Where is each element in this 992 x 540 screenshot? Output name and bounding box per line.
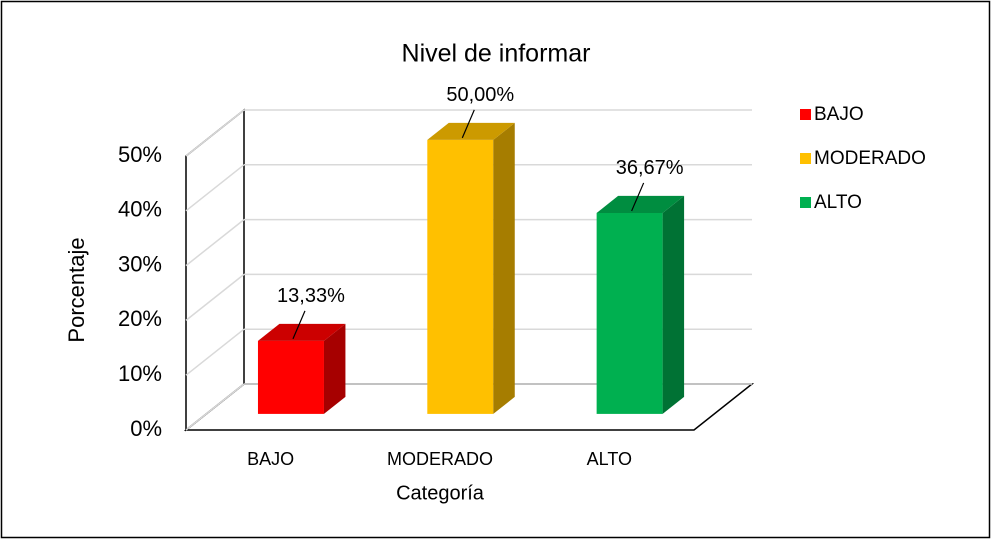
chart-title: Nivel de informar <box>402 40 591 68</box>
grid-line <box>185 328 245 376</box>
grid-line <box>185 383 245 431</box>
bar-side <box>662 195 685 414</box>
y-tick-label: 0% <box>130 416 162 441</box>
leader-line <box>631 182 645 212</box>
bar-side <box>493 122 515 414</box>
grid-line <box>185 219 245 267</box>
bar-top <box>257 323 346 341</box>
bar-side <box>323 323 346 414</box>
legend-label: BAJO <box>814 104 864 125</box>
legend-swatch <box>800 109 811 120</box>
x-axis-label: Categoría <box>396 482 485 504</box>
bar <box>596 212 663 414</box>
legend-label: MODERADO <box>814 148 926 169</box>
data-label: 50,00% <box>446 84 514 106</box>
y-axis-label: Porcentaje <box>64 237 89 342</box>
legend-swatch <box>800 197 811 208</box>
x-tick-label: MODERADO <box>387 449 493 469</box>
side-wall <box>185 108 245 432</box>
bar-top <box>596 195 685 213</box>
y-tick-label: 50% <box>118 142 162 167</box>
bar <box>427 139 494 414</box>
grid-line <box>185 273 245 321</box>
leader-line <box>292 310 306 340</box>
x-tick-label: ALTO <box>587 449 632 469</box>
grid-line <box>185 109 245 157</box>
y-tick-label: 30% <box>118 251 162 276</box>
data-label: 36,67% <box>616 157 684 179</box>
x-tick-label: BAJO <box>247 449 294 469</box>
data-label: 13,33% <box>277 285 345 307</box>
y-tick-label: 20% <box>118 306 162 331</box>
leader-line <box>461 109 475 139</box>
bar-top <box>427 122 515 140</box>
legend-swatch <box>800 153 811 164</box>
bar <box>257 340 324 414</box>
grid-line <box>185 164 245 212</box>
y-tick-label: 10% <box>118 361 162 386</box>
y-tick-label: 40% <box>118 197 162 222</box>
legend-label: ALTO <box>814 192 862 213</box>
